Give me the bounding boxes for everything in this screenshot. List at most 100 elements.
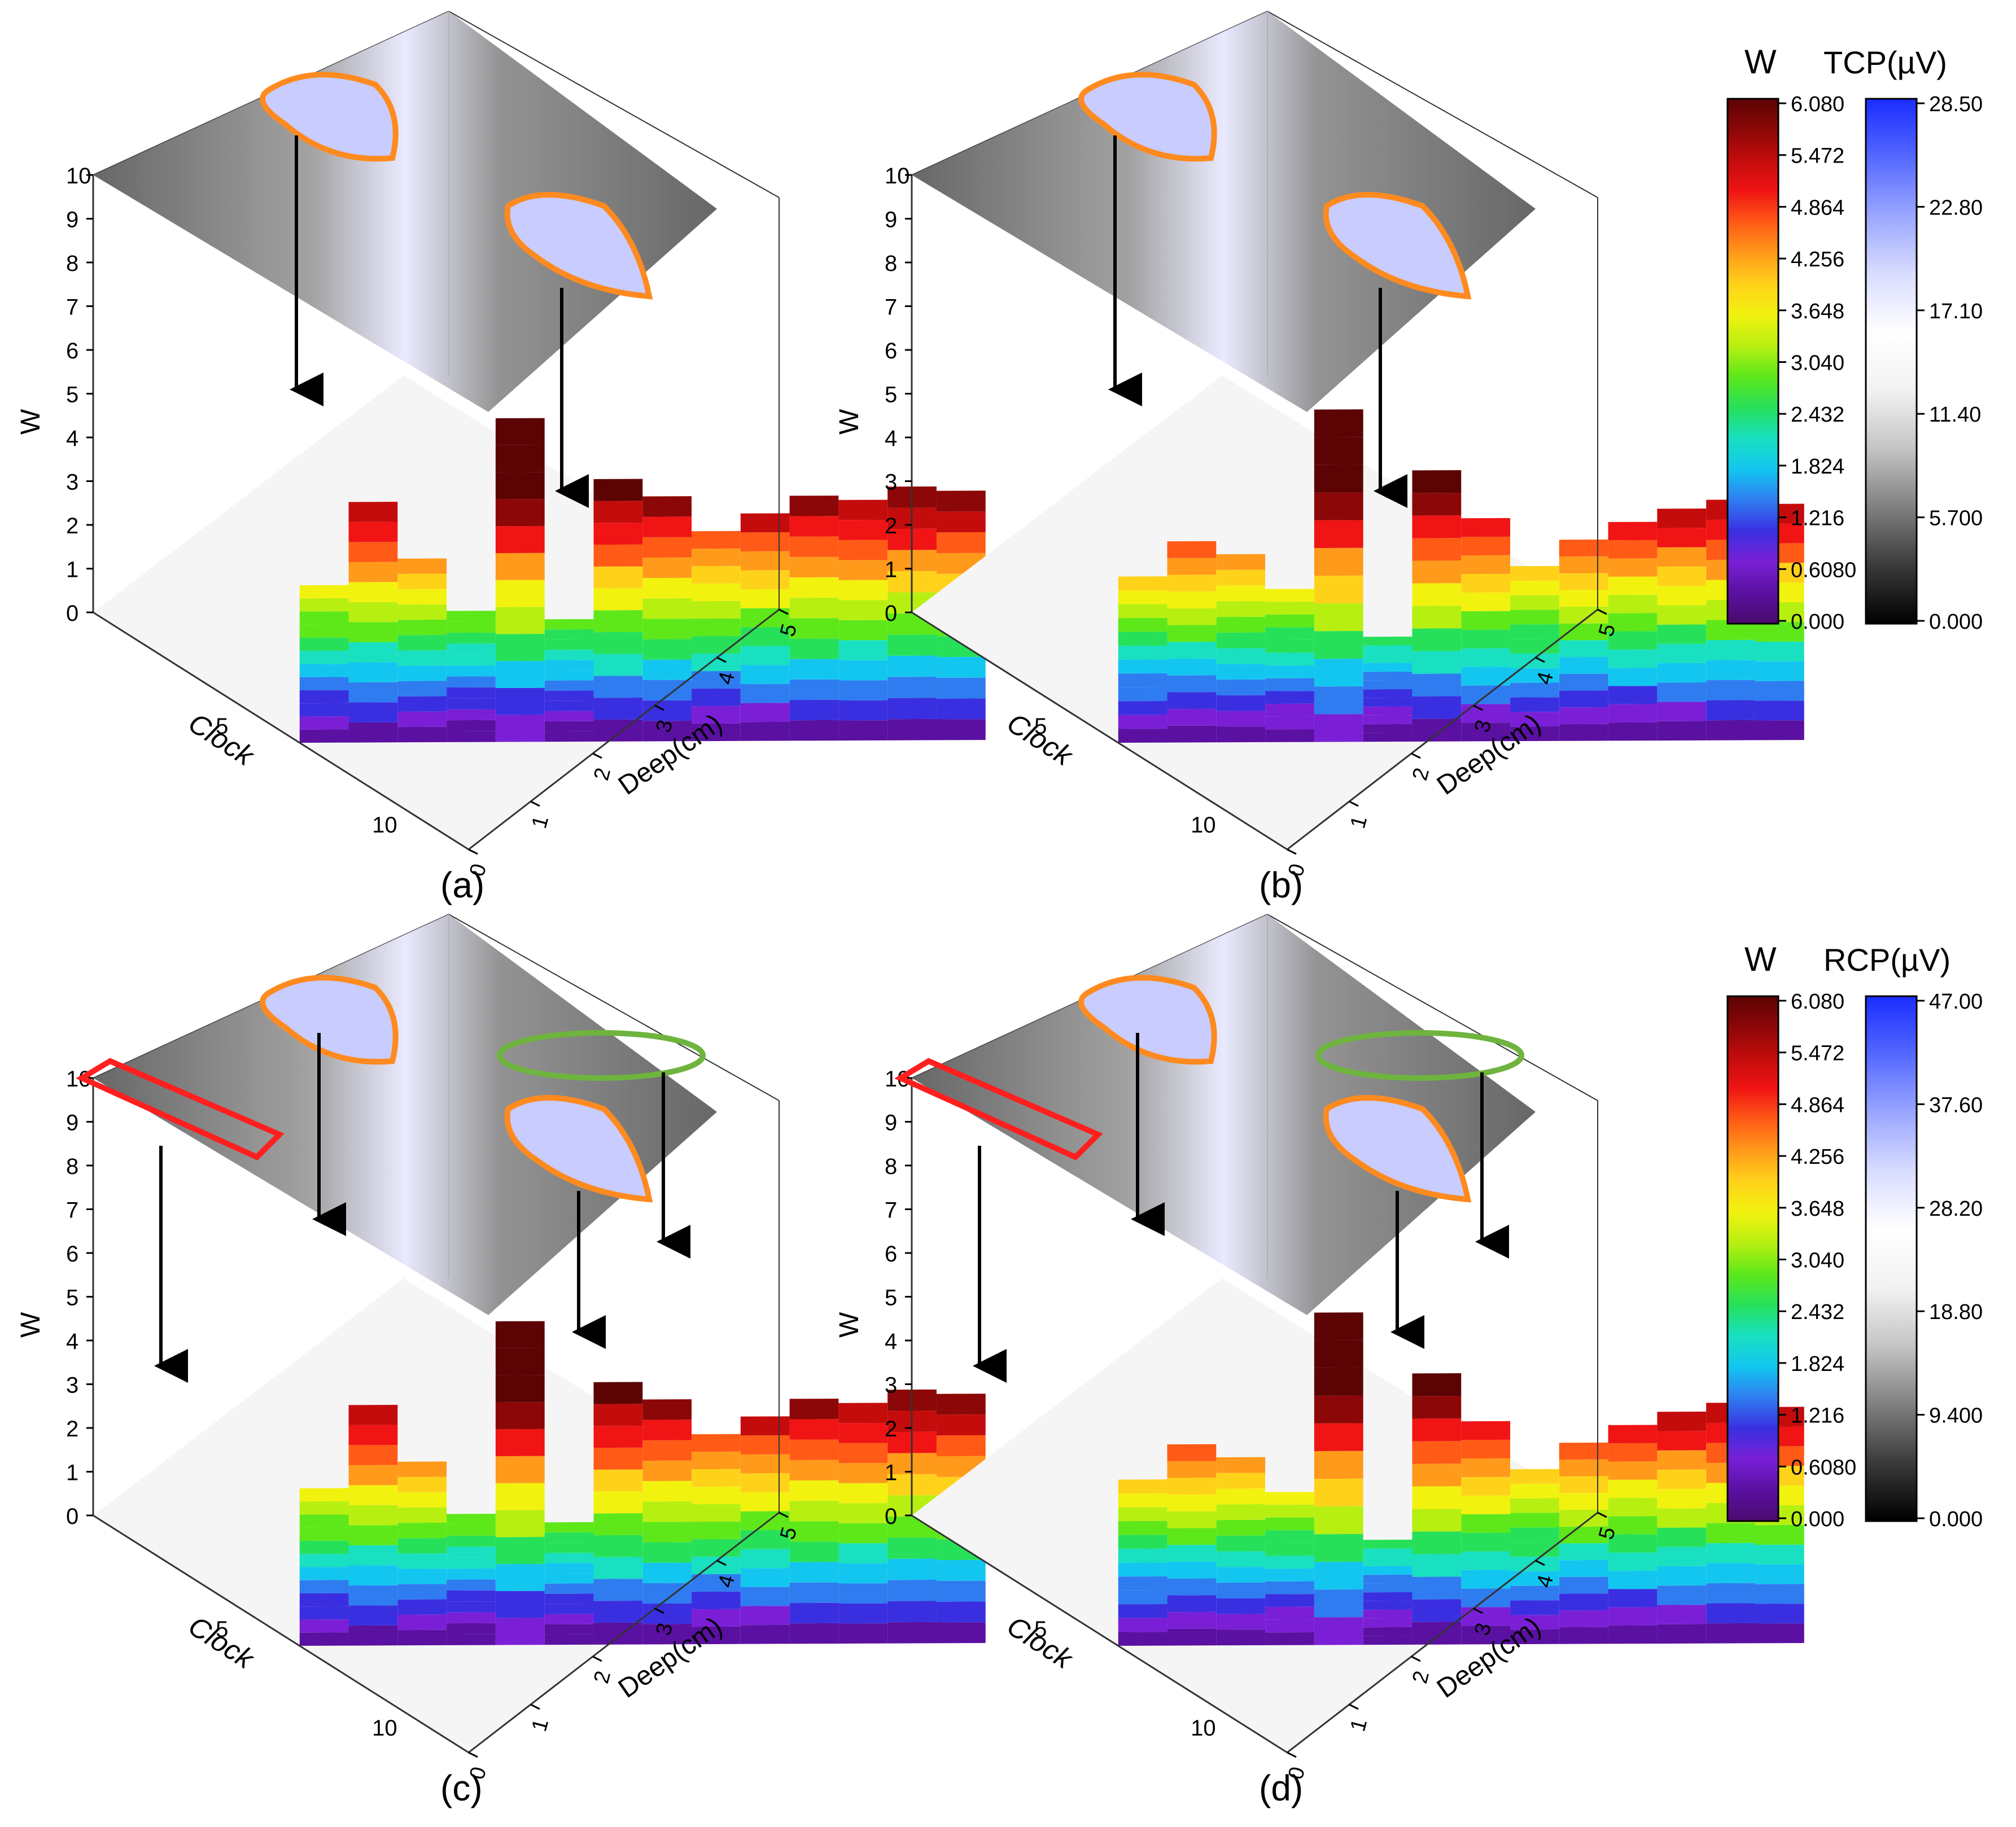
surface-band xyxy=(1706,720,1755,741)
surface-band xyxy=(397,558,447,574)
surface-band xyxy=(299,585,349,599)
surface-band xyxy=(1559,590,1608,607)
surface-band xyxy=(397,696,447,712)
surface-band xyxy=(544,1543,594,1553)
surface-band xyxy=(1314,1561,1363,1590)
surface-band xyxy=(397,1538,447,1554)
surface-band xyxy=(740,1435,790,1454)
surface-band xyxy=(447,720,496,731)
clock-tick-label: 10 xyxy=(1191,813,1216,838)
surface-band xyxy=(1657,624,1707,644)
surface-band xyxy=(495,687,545,715)
surface-band xyxy=(1608,613,1658,632)
surface-band xyxy=(789,1419,839,1440)
surface-band xyxy=(1559,1593,1608,1611)
deep-axis xyxy=(468,608,780,851)
surface-band xyxy=(1265,1556,1314,1569)
surface-band xyxy=(1412,1464,1462,1487)
surface-band xyxy=(838,640,888,660)
clock-axis xyxy=(911,611,1288,851)
surface-band xyxy=(1461,536,1511,556)
surface-band xyxy=(1167,558,1217,575)
deep-tick xyxy=(1411,752,1421,759)
surface-band xyxy=(593,1491,643,1514)
surface-band xyxy=(447,1634,496,1645)
surface-band xyxy=(1118,604,1167,619)
surface-band xyxy=(740,532,790,551)
legend-tick-label: 3.040 xyxy=(1791,352,1844,375)
surface-band xyxy=(495,445,545,472)
surface-band xyxy=(1363,1539,1412,1549)
surface-band xyxy=(642,1623,692,1645)
clock-axis xyxy=(93,1514,469,1754)
surface-band xyxy=(1216,585,1266,602)
surface-band xyxy=(1314,409,1363,437)
surface-band xyxy=(1216,726,1266,743)
surface-band xyxy=(1412,538,1462,561)
surface-band xyxy=(1657,1450,1707,1470)
surface-band xyxy=(838,560,888,580)
surface-band xyxy=(1167,708,1217,726)
surface-band xyxy=(1755,1584,1804,1604)
surface-band xyxy=(1657,1605,1707,1624)
surface-band xyxy=(447,731,496,742)
z-tick-label: 2 xyxy=(885,514,897,538)
surface-band xyxy=(789,618,839,639)
surface-band xyxy=(348,722,398,743)
surface-band xyxy=(1216,1567,1266,1583)
legend-tick-label: 0.000 xyxy=(1929,610,1983,634)
surface-band xyxy=(1412,1554,1462,1577)
surface-band xyxy=(642,1460,692,1482)
surface-band xyxy=(593,1447,643,1470)
surface-band xyxy=(936,1414,986,1436)
surface-band xyxy=(1118,1521,1167,1535)
z-tick-label: 0 xyxy=(66,601,78,626)
surface-band xyxy=(1755,621,1804,642)
surface-band xyxy=(1510,638,1559,654)
surface-band xyxy=(1314,630,1363,659)
z-tick-label: 3 xyxy=(885,470,897,495)
surface-band xyxy=(1363,636,1412,646)
surface-band xyxy=(740,1416,790,1436)
surface-band xyxy=(1559,573,1608,590)
surface-band xyxy=(1265,729,1314,742)
surface-band xyxy=(1461,611,1511,630)
surface-band xyxy=(887,676,937,698)
surface-band xyxy=(1118,1604,1167,1618)
surface-band xyxy=(789,699,839,721)
z-tick-label: 7 xyxy=(66,1198,78,1223)
surface-band xyxy=(299,1514,349,1528)
deep-tick xyxy=(592,1655,602,1662)
surface-band xyxy=(838,720,888,741)
z-tick-label: 0 xyxy=(885,601,897,626)
surface-band xyxy=(1216,711,1266,727)
surface-band xyxy=(348,1525,398,1546)
surface-band xyxy=(1167,725,1217,743)
surface-band xyxy=(593,1557,643,1579)
z-axis-label: W xyxy=(16,1312,46,1338)
surface-band xyxy=(1706,1623,1755,1644)
surface-band xyxy=(740,513,790,533)
frame-line xyxy=(1267,11,1598,198)
surface-band xyxy=(740,646,790,665)
surface-band xyxy=(1608,686,1658,704)
surface-band xyxy=(299,1540,349,1554)
surface-band xyxy=(397,650,447,666)
panel-label: (d) xyxy=(1259,1768,1303,1808)
surface-band xyxy=(887,634,937,656)
surface-band xyxy=(642,1603,692,1624)
surface-band xyxy=(593,676,643,698)
surface-band xyxy=(348,582,398,602)
surface-band xyxy=(1363,1627,1412,1636)
surface-band xyxy=(447,1524,496,1536)
z-tick-label: 5 xyxy=(885,1286,897,1311)
surface-band xyxy=(1363,1566,1412,1575)
surface-band xyxy=(1265,1530,1314,1544)
surface-band xyxy=(838,519,888,540)
surface-band xyxy=(1265,665,1314,678)
legend-tick-label: 5.700 xyxy=(1929,507,1983,531)
surface-band xyxy=(1412,1486,1462,1509)
surface-band xyxy=(838,680,888,701)
surface-band xyxy=(593,610,643,633)
surface-band xyxy=(1461,518,1511,537)
